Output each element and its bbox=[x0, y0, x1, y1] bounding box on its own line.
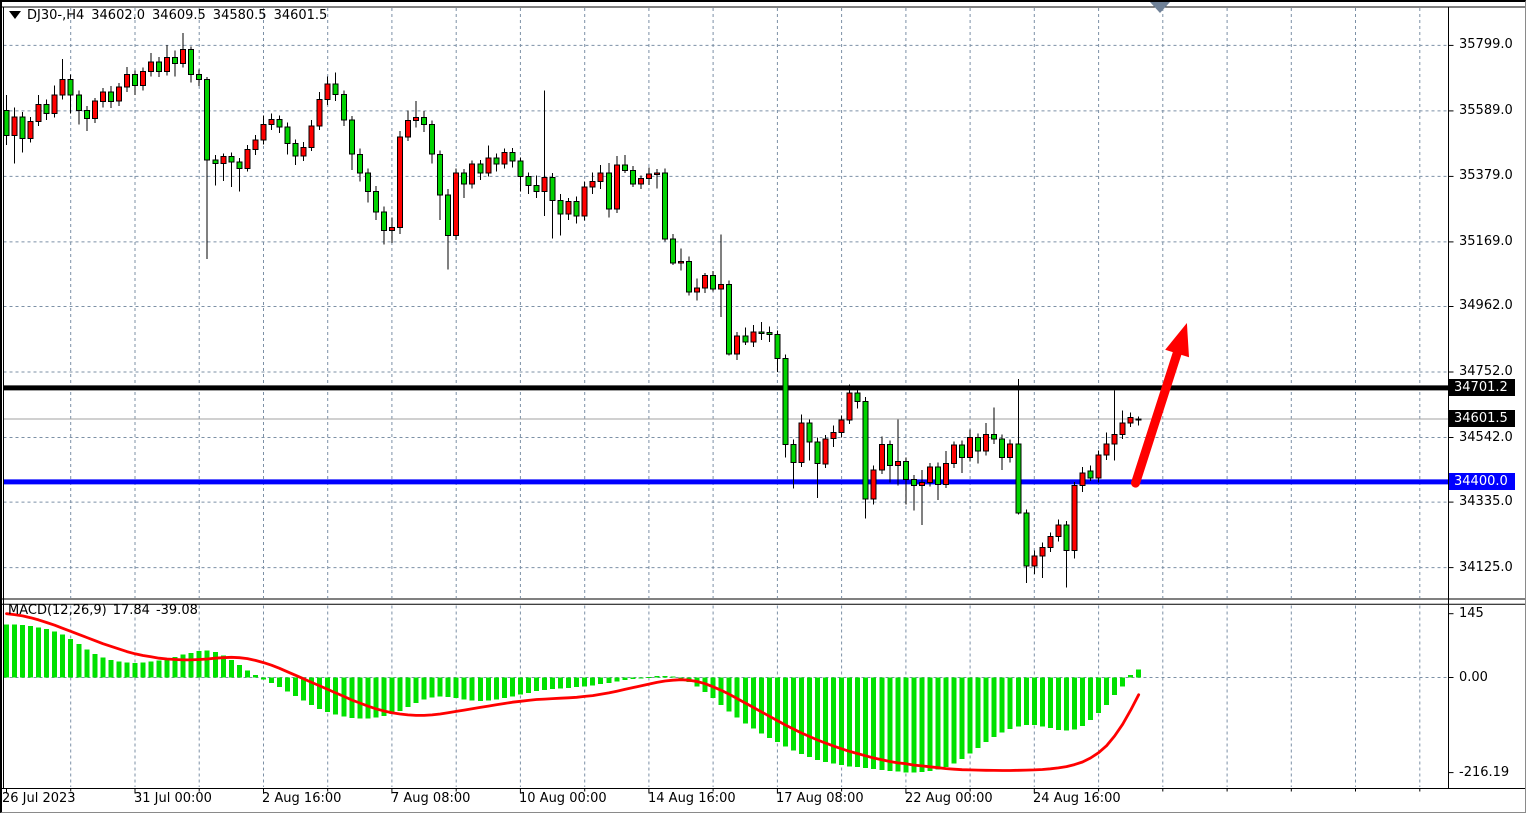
time-axis-label: 24 Aug 16:00 bbox=[1033, 791, 1121, 806]
macd-axis-label: 145 bbox=[1459, 606, 1484, 621]
time-axis-label: 31 Jul 00:00 bbox=[134, 791, 212, 806]
price-tag-resistance: 34701.2 bbox=[1449, 379, 1515, 396]
macd-axis-label: 0.00 bbox=[1459, 670, 1488, 685]
time-axis-label: 17 Aug 08:00 bbox=[776, 791, 864, 806]
ohlc-low: 34580.5 bbox=[212, 8, 267, 23]
time-axis-label: 10 Aug 00:00 bbox=[519, 791, 607, 806]
auto-scroll-marker-icon bbox=[1150, 2, 1170, 13]
macd-signal-line bbox=[5, 612, 1141, 772]
ohlc-high: 34609.5 bbox=[152, 8, 206, 23]
ohlc-open: 34602.0 bbox=[91, 8, 146, 23]
ohlc-close: 34601.5 bbox=[273, 8, 328, 23]
price-axis-label: 35589.0 bbox=[1459, 103, 1513, 118]
up-arrow-annotation bbox=[1131, 323, 1189, 488]
macd-histogram bbox=[4, 624, 1142, 773]
macd-indicator-label: MACD(12,26,9) 17.84 -39.08 bbox=[8, 603, 204, 618]
time-axis-label: 7 Aug 08:00 bbox=[391, 791, 471, 806]
price-axis-label: 34962.0 bbox=[1459, 298, 1513, 313]
symbol-period: DJ30-,H4 bbox=[27, 8, 85, 23]
time-axis-label: 2 Aug 16:00 bbox=[262, 791, 342, 806]
price-axis-label: 35379.0 bbox=[1459, 168, 1513, 183]
macd-axis-label: -216.19 bbox=[1459, 765, 1510, 780]
time-axis-label: 26 Jul 2023 bbox=[2, 791, 76, 806]
price-axis-label: 34542.0 bbox=[1459, 430, 1513, 445]
time-axis-label: 22 Aug 00:00 bbox=[905, 791, 993, 806]
price-axis-label: 35799.0 bbox=[1459, 37, 1513, 52]
price-axis-label: 34125.0 bbox=[1459, 560, 1513, 575]
time-axis-label: 14 Aug 16:00 bbox=[648, 791, 736, 806]
price-tag-support: 34400.0 bbox=[1449, 473, 1515, 490]
symbol-dropdown-icon[interactable] bbox=[9, 11, 21, 19]
symbol-ohlc-line: DJ30-,H4 34602.0 34609.5 34580.5 34601.5 bbox=[27, 8, 334, 23]
price-axis-label: 34335.0 bbox=[1459, 494, 1513, 509]
candles bbox=[3, 33, 1142, 588]
price-axis-label: 34752.0 bbox=[1459, 364, 1513, 379]
macd-name: MACD(12,26,9) bbox=[8, 603, 107, 618]
macd-value: 17.84 bbox=[112, 603, 150, 618]
price-tag-current: 34601.5 bbox=[1449, 410, 1515, 427]
macd-signal-value: -39.08 bbox=[155, 603, 198, 618]
price-axis-label: 35169.0 bbox=[1459, 234, 1513, 249]
